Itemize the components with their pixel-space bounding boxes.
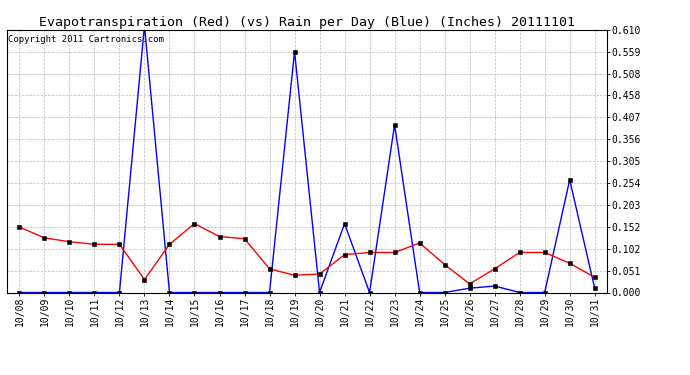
Title: Evapotranspiration (Red) (vs) Rain per Day (Blue) (Inches) 20111101: Evapotranspiration (Red) (vs) Rain per D… — [39, 16, 575, 29]
Text: Copyright 2011 Cartronics.com: Copyright 2011 Cartronics.com — [8, 35, 164, 44]
